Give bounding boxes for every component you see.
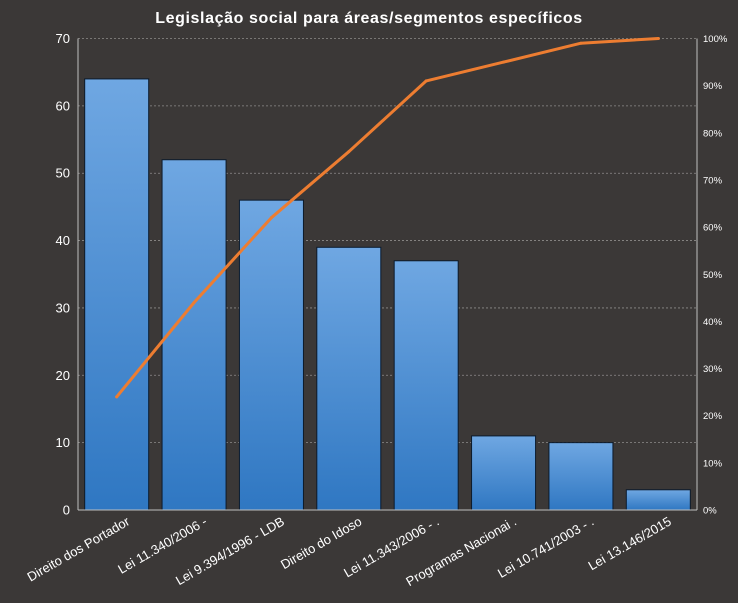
right-tick-label: 30% (703, 364, 723, 375)
line-point (502, 60, 506, 64)
right-tick-label: 90% (703, 81, 723, 92)
left-tick-label: 20 (56, 368, 70, 383)
right-tick-label: 80% (703, 128, 723, 139)
axes (77, 38, 698, 511)
chart-title: Legislação social para áreas/segmentos e… (155, 10, 583, 27)
left-tick-label: 40 (56, 233, 70, 248)
right-axis-ticks: 0% 10% 20% 30% 40% 50% 60% 70% 80% 90% 100% (703, 34, 728, 517)
line-point (115, 395, 119, 399)
bars (84, 78, 691, 511)
right-tick-label: 50% (703, 270, 723, 281)
line-point (347, 150, 351, 154)
category-label: Direito dos Portador (25, 513, 133, 584)
bar (84, 78, 150, 511)
right-tick-label: 10% (703, 458, 723, 469)
bar (471, 435, 537, 511)
category-label: Lei 13.146/2015 (586, 514, 674, 574)
bar (238, 199, 304, 511)
left-axis-ticks: 0 10 20 30 40 50 60 70 (56, 31, 70, 518)
gridlines (78, 38, 697, 444)
bar (548, 442, 614, 511)
bar (161, 159, 227, 511)
right-tick-label: 0% (703, 506, 717, 517)
right-tick-label: 40% (703, 317, 723, 328)
bar (316, 246, 382, 511)
right-tick-label: 60% (703, 223, 723, 234)
right-tick-label: 70% (703, 175, 723, 186)
bar (625, 489, 691, 511)
right-tick-label: 100% (703, 34, 728, 45)
cumulative-line-series (115, 37, 660, 399)
left-tick-label: 10 (56, 435, 70, 450)
line-point (579, 41, 583, 45)
cumulative-line (115, 37, 660, 399)
left-tick-label: 60 (56, 98, 70, 113)
left-tick-label: 0 (63, 503, 70, 518)
line-point (192, 301, 196, 305)
right-tick-label: 20% (703, 411, 723, 422)
line-point (424, 79, 428, 83)
line-point (269, 216, 273, 220)
line-point (656, 37, 660, 40)
left-tick-label: 70 (56, 31, 70, 46)
bar (393, 260, 459, 511)
left-tick-label: 50 (56, 166, 70, 181)
left-tick-label: 30 (56, 300, 70, 315)
